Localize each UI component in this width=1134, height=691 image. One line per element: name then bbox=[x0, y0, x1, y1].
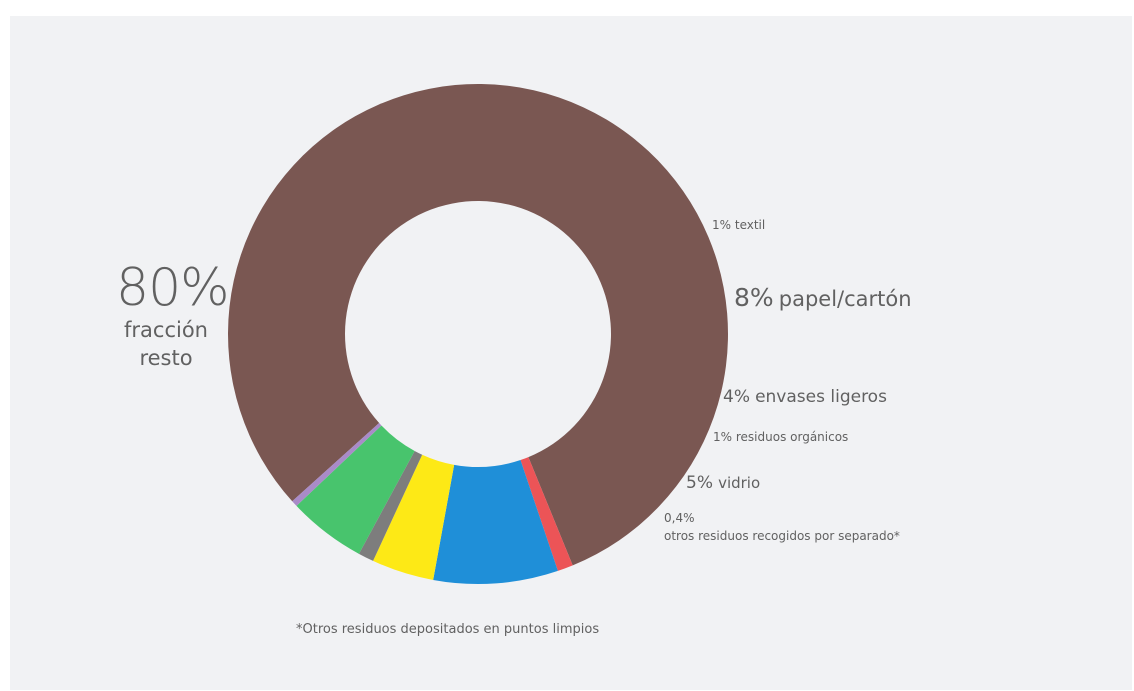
slice-label-textil-name: textil bbox=[734, 218, 766, 232]
slice-label-fraccion-resto-pct: 80% bbox=[116, 258, 230, 318]
slice-residuos-organicos bbox=[358, 450, 423, 561]
slice-envases-ligeros bbox=[373, 454, 455, 580]
slice-label-papel-carton-pct: 8% bbox=[734, 283, 774, 312]
slice-label-vidrio-pct: 5% bbox=[686, 473, 713, 493]
slice-label-envases-ligeros: 4% envases ligeros bbox=[723, 389, 887, 406]
footnote: *Otros residuos depositados en puntos li… bbox=[296, 622, 600, 637]
slice-label-otros-pct: 0,4% bbox=[664, 511, 695, 525]
slice-label-residuos-organicos-name: residuos orgánicos bbox=[735, 430, 849, 444]
slice-label-vidrio-name: vidrio bbox=[718, 474, 761, 492]
slice-vidrio bbox=[296, 425, 415, 554]
slice-label-envases-ligeros-name: envases ligeros bbox=[755, 387, 887, 407]
slice-label-fraccion-resto-name: fracción resto bbox=[124, 318, 208, 370]
slice-label-textil: 1% textil bbox=[712, 219, 765, 231]
slice-label-residuos-organicos-pct: 1% bbox=[713, 430, 733, 444]
slice-label-residuos-organicos: 1% residuos orgánicos bbox=[713, 431, 848, 443]
slice-fraccion-resto bbox=[228, 84, 728, 566]
slice-label-otros-name: otros residuos recogidos por separado* bbox=[664, 529, 900, 543]
slice-label-papel-carton-name: papel/cartón bbox=[778, 287, 912, 311]
slice-papel-carton bbox=[433, 460, 558, 584]
slice-label-vidrio: 5% vidrio bbox=[686, 475, 760, 492]
slice-label-textil-pct: 1% bbox=[712, 218, 732, 232]
slice-label-envases-ligeros-pct: 4% bbox=[723, 387, 750, 407]
slice-otros bbox=[292, 422, 382, 506]
slice-textil bbox=[520, 457, 573, 571]
slice-label-papel-carton: 8% papel/cartón bbox=[734, 285, 912, 310]
